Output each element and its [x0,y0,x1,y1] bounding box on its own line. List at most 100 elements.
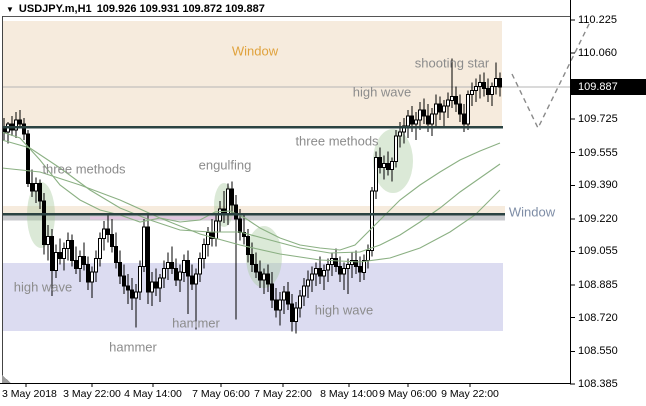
candle [50,236,54,271]
candle [126,285,130,291]
candle [310,273,314,281]
candle [114,246,118,263]
candle [38,182,42,202]
candle [34,182,38,192]
candle [18,119,22,125]
time-axis-label: 4 May 14:00 [124,388,182,400]
candle [270,283,274,301]
chart-quote-ohlc: 109.926 109.931 109.872 109.887 [96,3,265,15]
time-axis-label: 7 May 22:00 [254,388,312,400]
candle [250,254,254,265]
candle [58,252,62,259]
candle [22,123,26,135]
candle [286,291,290,305]
candle [474,85,478,91]
time-axis-label: 3 May 22:00 [63,388,121,400]
candle [166,261,170,269]
candle [190,275,194,285]
candle [466,93,470,125]
candle [146,226,150,293]
time-axis-label: 9 May 22:00 [441,388,499,400]
candle [154,281,158,289]
candle [386,163,390,170]
candle [206,232,210,246]
window-support-line [2,213,505,216]
price-axis-label: 109.390 [578,179,618,192]
candle [274,299,278,311]
price-axis-label: 108.720 [578,311,618,324]
candle [30,182,34,192]
candle [262,273,266,281]
candle [102,228,106,240]
candle [246,236,250,255]
candle [214,220,218,240]
candle [194,273,198,285]
candle [294,307,298,323]
candle [254,263,258,273]
candle [378,157,382,169]
candle [402,125,406,133]
candle [46,236,50,246]
candle [138,265,142,293]
candle [366,250,370,261]
candle [170,261,174,269]
price-axis-label: 109.725 [578,113,618,126]
candle [98,238,102,259]
window-resistance-zone [2,21,502,127]
ma-line-2 [1,139,501,254]
candle [230,188,234,206]
candle [470,89,474,95]
symbol-dropdown-arrow-icon: ▼ [6,4,14,14]
price-axis-label: 108.385 [578,377,618,390]
candle [398,131,402,137]
current-price-label: 109.887 [571,79,646,95]
candle [454,95,458,105]
candle [458,103,462,115]
chart-symbol-period: USDJPY.m,H1 [18,3,92,15]
candle [426,115,430,125]
candle [182,259,186,273]
candle [62,248,66,259]
candle [66,240,70,250]
candle [90,271,94,283]
candle [422,109,426,117]
candle [14,119,18,131]
candle [130,289,134,299]
candle [258,271,262,281]
candle [370,190,374,251]
candle [434,103,438,115]
candle [374,157,378,192]
candle [334,257,338,267]
candle [198,257,202,275]
candle [174,267,178,281]
candle [358,265,362,273]
candle [78,255,82,269]
candle [338,265,342,275]
ma-line-1 [1,131,501,251]
candle [318,267,322,277]
window-zone-bottom-line [2,126,503,129]
candle [54,252,58,271]
candle [150,281,154,293]
time-axis-label: 7 May 06:00 [192,388,250,400]
candle [410,115,414,125]
candle [430,113,434,125]
candle [478,82,482,87]
candle [414,119,418,125]
candle [346,263,350,269]
candle [82,255,86,265]
candle [450,95,454,101]
candle [342,267,346,275]
candle [490,85,494,95]
candle [162,267,166,279]
candle [42,200,46,246]
price-axis-label: 110.225 [578,14,617,27]
candle [238,218,242,234]
time-axis-label: 8 May 14:00 [320,388,378,400]
ma-line-3 [1,167,501,263]
candle [210,232,214,240]
candle [330,257,334,265]
candle [178,271,182,281]
